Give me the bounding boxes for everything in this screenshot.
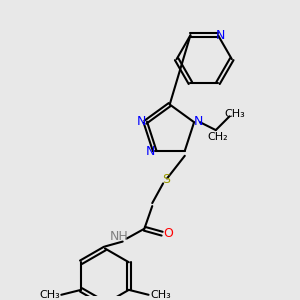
Text: CH₃: CH₃ (39, 290, 60, 300)
Text: NH: NH (110, 230, 128, 243)
Text: O: O (163, 227, 173, 240)
Text: CH₃: CH₃ (224, 109, 245, 119)
Text: N: N (137, 115, 146, 128)
Text: N: N (193, 115, 203, 128)
Text: CH₂: CH₂ (207, 132, 228, 142)
Text: S: S (162, 173, 170, 186)
Text: CH₃: CH₃ (150, 290, 171, 300)
Text: N: N (215, 29, 225, 42)
Text: N: N (146, 145, 155, 158)
